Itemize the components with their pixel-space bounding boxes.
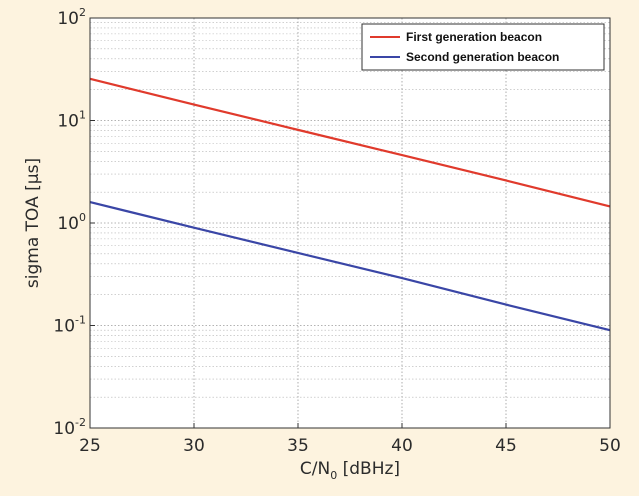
legend-box <box>361 23 605 71</box>
y-tick-label: 100 <box>57 211 86 234</box>
legend: First generation beacon Second generatio… <box>361 23 605 71</box>
x-tick-label: 50 <box>599 436 621 456</box>
y-axis-title: sigma TOA [µs] <box>23 158 43 288</box>
y-axis: 10-2 10-1 100 101 102 <box>53 6 95 439</box>
legend-label-series-0: First generation beacon <box>406 30 542 44</box>
y-tick-label: 10-1 <box>53 314 86 337</box>
series-line-1 <box>89 201 611 332</box>
x-tick-label: 25 <box>79 436 101 456</box>
x-axis-title-subscript: 0 <box>330 469 337 482</box>
x-tick-label: 40 <box>391 436 413 456</box>
x-axis-title-units: [dBHz] <box>337 459 400 479</box>
y-tick-label: 102 <box>57 6 86 29</box>
x-tick-label: 30 <box>183 436 205 456</box>
x-axis-title: C/N0 [dBHz] <box>300 459 400 482</box>
series-lines <box>89 77 611 332</box>
x-tick-label: 45 <box>495 436 517 456</box>
series-line-0 <box>89 77 611 208</box>
y-tick-label: 101 <box>57 109 86 132</box>
x-tick-label: 35 <box>287 436 309 456</box>
x-axis: 25 30 35 40 45 50 <box>79 423 621 456</box>
y-tick-label: 10-2 <box>53 416 86 439</box>
legend-label-series-1: Second generation beacon <box>406 50 559 64</box>
